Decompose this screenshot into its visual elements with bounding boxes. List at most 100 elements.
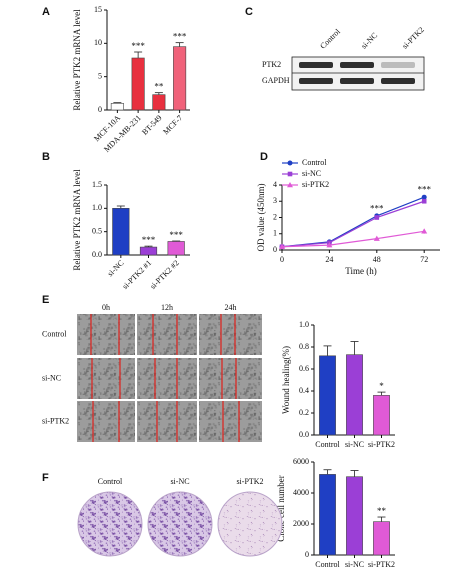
- panel-label: E: [42, 294, 49, 306]
- bar: [319, 474, 336, 556]
- blot-band: [299, 78, 333, 84]
- significance: **: [154, 82, 164, 92]
- x-tick-label: 0: [280, 255, 284, 264]
- series-line: [281, 200, 425, 248]
- x-tick-label: si-PTK2: [368, 560, 395, 569]
- bar: [319, 355, 336, 436]
- column-label: 0h: [102, 303, 110, 312]
- x-tick-label: BT-549: [140, 113, 163, 136]
- bar: [373, 521, 390, 556]
- bar: [167, 241, 185, 256]
- y-tick-label: 0.0: [92, 250, 102, 259]
- bar: [152, 94, 166, 111]
- y-tick-label: 2: [273, 212, 277, 221]
- colony-plate: [77, 491, 143, 557]
- row-label: Control: [42, 329, 67, 338]
- plate-label: si-PTK2: [236, 477, 263, 486]
- panel-label: C: [245, 6, 253, 18]
- x-tick-label: si-NC: [345, 440, 364, 449]
- y-tick-label: 1.5: [92, 180, 102, 189]
- y-axis-label: OD value (450nm): [256, 184, 266, 252]
- y-tick-label: 0: [305, 550, 309, 559]
- point: [421, 194, 427, 200]
- bar: [373, 395, 390, 436]
- y-tick-label: 0: [98, 105, 102, 114]
- y-tick-label: 3: [273, 196, 277, 205]
- colony-plate: [217, 491, 283, 557]
- x-tick-label: si-PTK2: [368, 440, 395, 449]
- bar: [139, 246, 158, 256]
- wound-image: [77, 314, 135, 355]
- y-tick-label: 0.0: [299, 430, 309, 439]
- significance: **: [377, 506, 387, 516]
- y-tick-label: 0.2: [299, 408, 309, 417]
- legend-marker: [287, 160, 293, 166]
- x-tick-label: si-NC: [345, 560, 364, 569]
- y-tick-label: 0.8: [299, 342, 309, 351]
- significance: ***: [131, 41, 145, 51]
- point: [421, 198, 427, 204]
- significance: ***: [173, 32, 187, 42]
- bar: [173, 46, 187, 111]
- column-label: 24h: [225, 303, 237, 312]
- y-tick-label: 1: [273, 229, 277, 238]
- x-tick-label: MCF-7: [161, 113, 184, 136]
- y-tick-label: 0.6: [299, 364, 309, 373]
- row-label: PTK2: [262, 60, 281, 69]
- bar: [112, 208, 130, 256]
- y-tick-label: 6000: [293, 457, 309, 466]
- panel-label: A: [42, 6, 50, 18]
- y-tick-label: 0.4: [299, 386, 309, 395]
- point: [373, 235, 380, 241]
- y-tick-label: 4000: [293, 488, 309, 497]
- y-axis-label: Relative PTK2 mRNA level: [72, 9, 82, 111]
- point: [374, 215, 380, 220]
- y-axis-label: Wound healing(%): [281, 346, 291, 414]
- y-tick-label: 15: [94, 5, 102, 14]
- legend-label: Control: [302, 158, 327, 167]
- x-tick-label: Control: [315, 560, 340, 569]
- wound-image: [199, 314, 262, 355]
- bar: [346, 354, 363, 436]
- x-tick-label: si-PTK2 #1: [121, 258, 154, 291]
- y-tick-label: 4: [273, 180, 277, 189]
- plate-label: si-NC: [170, 477, 189, 486]
- x-tick-label: si-NC: [106, 258, 126, 278]
- x-tick-label: 24: [325, 255, 333, 264]
- row-label: GAPDH: [262, 76, 290, 85]
- y-tick-label: 0.5: [92, 226, 102, 235]
- y-axis-label: Relative PTK2 mRNA level: [72, 169, 82, 271]
- panel-label: F: [42, 472, 49, 484]
- row-label: si-NC: [42, 373, 61, 382]
- blot-band: [340, 78, 374, 84]
- colony-plate: [147, 491, 213, 557]
- significance: ***: [142, 235, 156, 245]
- x-tick-label: si-PTK2 #2: [148, 258, 181, 291]
- series-line: [281, 230, 425, 248]
- significance: *: [379, 381, 384, 391]
- x-axis-label: Time (h): [345, 266, 376, 276]
- wound-image: [77, 401, 135, 442]
- panel-label: B: [42, 151, 50, 163]
- y-tick-label: 5: [98, 71, 102, 80]
- wound-image: [137, 401, 197, 442]
- y-tick-label: 1.0: [92, 203, 102, 212]
- significance: ***: [169, 230, 183, 240]
- blot-band: [381, 62, 415, 68]
- blot-band: [340, 62, 374, 68]
- wound-image: [77, 358, 135, 399]
- lane-label: Control: [318, 27, 342, 51]
- significance: ***: [370, 204, 384, 214]
- x-tick-label: 72: [420, 255, 428, 264]
- y-tick-label: 1.0: [299, 320, 309, 329]
- bar: [131, 57, 145, 111]
- y-axis-label: Clone cell number: [276, 475, 286, 541]
- x-tick-label: Control: [315, 440, 340, 449]
- significance: ***: [417, 185, 431, 195]
- lane-label: si-PTK2: [400, 25, 426, 51]
- legend-label: si-NC: [302, 169, 321, 178]
- wound-image: [199, 358, 262, 399]
- point: [279, 243, 285, 249]
- point: [421, 228, 428, 234]
